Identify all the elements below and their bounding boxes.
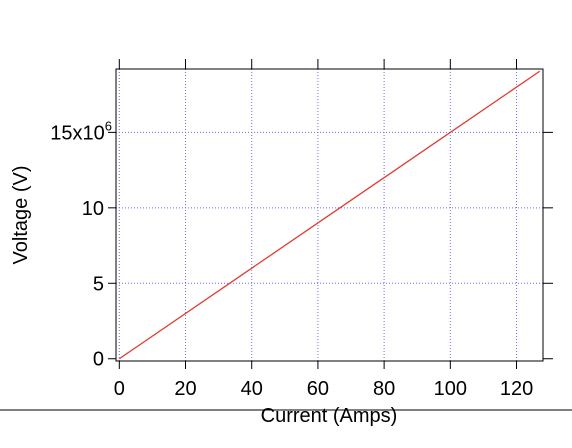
y-axis-ticks: 0 5 10 15x106: [50, 118, 553, 371]
y-tick-label: 0: [93, 349, 104, 371]
y-tick-label: 10: [82, 198, 104, 220]
x-axis-label: Current (Amps): [261, 405, 398, 427]
y-tick-label-text: 5: [93, 273, 104, 295]
x-tick-label: 100: [434, 378, 467, 400]
plot-frame: [115, 68, 544, 362]
y-axis-label: Voltage (V): [10, 166, 32, 265]
y-tick-label: 5: [93, 273, 104, 295]
x-tick-label: 20: [174, 378, 196, 400]
x-tick-label: 60: [307, 378, 329, 400]
series-line: [118, 70, 541, 360]
grid-lines: [116, 69, 543, 361]
x-tick-label: 40: [241, 378, 263, 400]
series-layer: [118, 70, 541, 360]
x-tick-label: 0: [114, 378, 125, 400]
x-tick-label: 80: [373, 378, 395, 400]
y-tick-label-text: 0: [93, 349, 104, 371]
x-tick-label: 120: [500, 378, 533, 400]
x-axis-ticks: 0 20 40 60 80 100 120: [114, 59, 533, 400]
y-tick-label-text: 10: [82, 198, 104, 220]
y-tick-label: 15x106: [50, 118, 112, 144]
y-tick-exponent: 6: [105, 118, 112, 133]
y-tick-label-text: 15x10: [50, 122, 105, 144]
